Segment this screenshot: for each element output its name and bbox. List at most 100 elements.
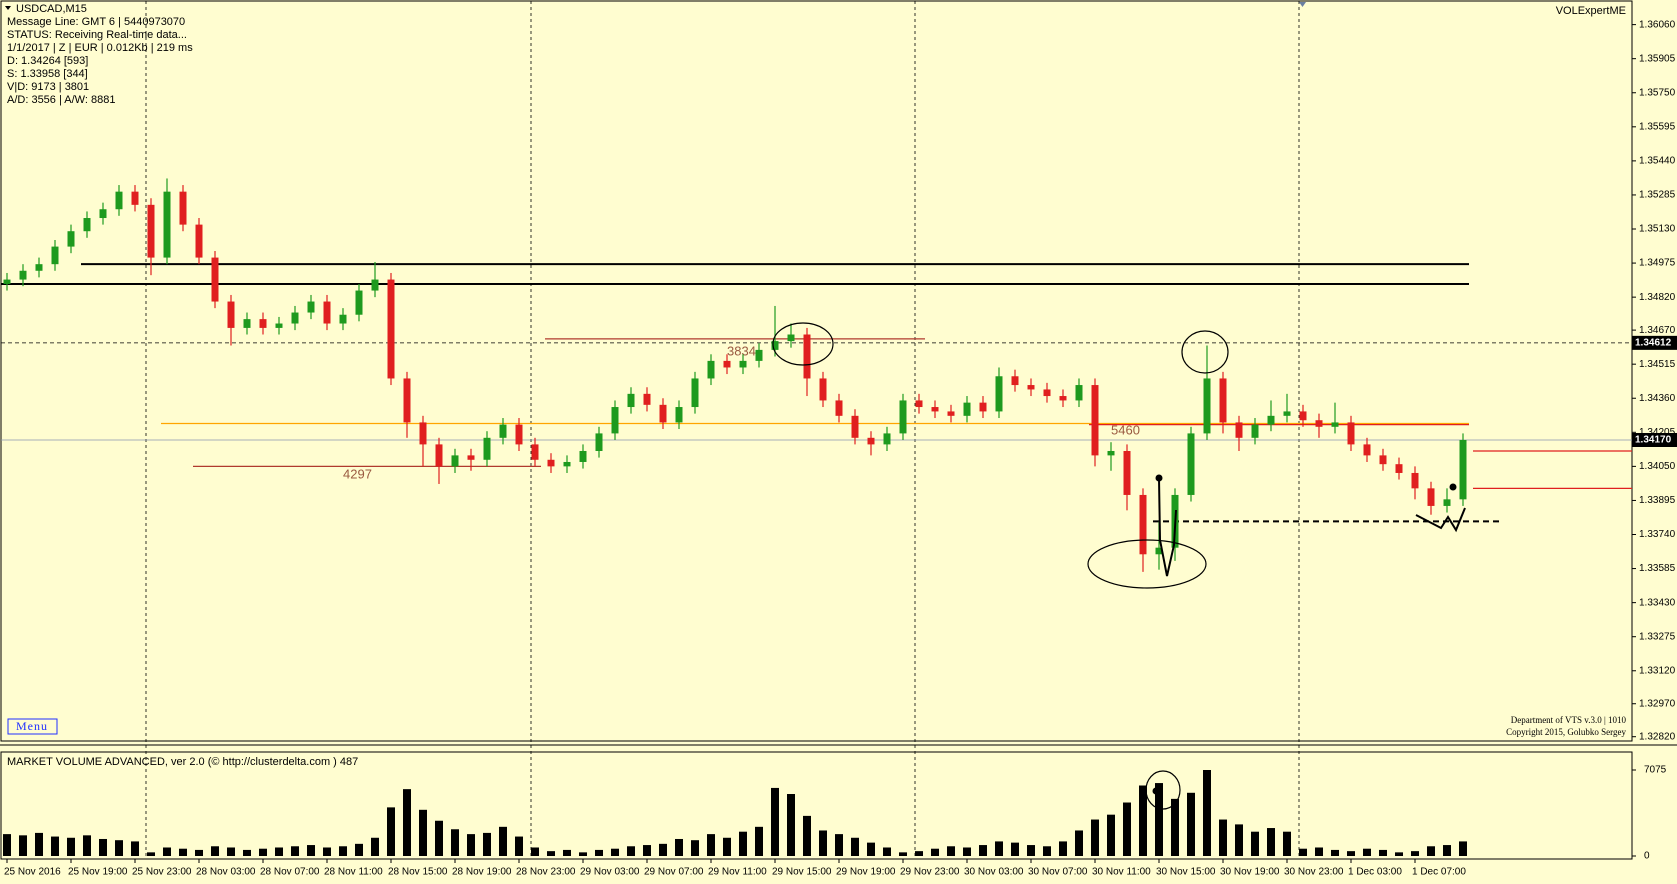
x-tick-label: 29 Nov 15:00 [772,867,832,878]
volume-bar [1347,851,1355,856]
candle-body [387,279,395,379]
candle-body [51,246,59,265]
price-badge [1632,433,1677,447]
candle-body [19,270,27,280]
volume-bar [1251,831,1259,856]
candle-body [35,264,43,271]
candle-body [771,341,779,350]
x-tick-label: 29 Nov 11:00 [708,867,767,878]
y-tick-label: 1.34670 [1639,325,1676,336]
volume-bar [115,840,123,856]
candle-body [1251,424,1259,438]
poc-label: 4297 [343,467,372,482]
candle-body [1059,396,1067,401]
menu-label[interactable]: Menu [16,719,48,733]
candle-body [1155,547,1163,555]
candle-body [979,402,987,412]
volume-bar [995,841,1003,856]
candle-body [867,437,875,445]
volume-bar [35,832,43,856]
volume-bar [1155,783,1163,856]
volume-bar [291,846,299,856]
candle-body [435,444,443,467]
volume-tick-label: 0 [1644,851,1650,862]
volume-bar [1203,770,1211,856]
candle-body [1075,385,1083,401]
volume-bar [1027,845,1035,856]
annotation-circle [1181,330,1229,374]
annotation-dot [1155,474,1163,482]
volume-bar [723,837,731,856]
candle-body [723,360,731,368]
candle-body [1299,411,1307,421]
candle-body [531,444,539,460]
volume-bar [243,849,251,856]
volume-bar [83,835,91,856]
volume-bar [979,845,987,856]
candle-body [627,393,635,408]
candle-body [67,231,75,247]
annotation-dot [1449,483,1457,491]
price-badge-label: 1.34612 [1635,337,1672,348]
candle-body [99,209,107,219]
candle-body [1091,385,1099,456]
volume-bar [1187,792,1195,856]
y-tick-label: 1.34975 [1639,258,1676,269]
period-marker [1299,2,1306,7]
volume-bar [883,847,891,856]
candle-body [707,360,715,379]
x-tick-label: 30 Nov 03:00 [964,867,1024,878]
y-tick-label: 1.33740 [1639,529,1676,540]
candle-body [1379,455,1387,465]
volume-bar [659,843,667,856]
candle-body [3,279,11,284]
volume-bar [275,847,283,856]
candle-body [1347,422,1355,445]
x-tick-label: 30 Nov 11:00 [1092,867,1151,878]
candle-body [1395,464,1403,473]
candle-body [499,424,507,438]
candle-body [1267,415,1275,425]
candle-body [339,314,347,324]
candle-body [1123,450,1131,495]
candle-body [115,191,123,210]
volume-tick-label: 7075 [1644,765,1667,776]
symbol-title: USDCAD,M15 [16,3,87,15]
volume-bar [931,848,939,856]
candle-body [163,191,171,258]
volume-bar [131,841,139,856]
candle-body [643,393,651,405]
candle-body [1011,376,1019,386]
volume-bar [467,834,475,856]
candle-body [419,422,427,445]
volume-bar [691,840,699,856]
x-tick-label: 28 Nov 19:00 [452,867,512,878]
x-tick-label: 28 Nov 03:00 [196,867,256,878]
candle-body [1315,420,1323,427]
candle-body [611,407,619,434]
volume-bar [739,831,747,856]
footer-line: Copyright 2015, Golubko Sergey [1506,727,1626,737]
candle-body [323,301,331,324]
y-tick-label: 1.33430 [1639,597,1676,608]
candle-body [931,407,939,412]
y-tick-label: 1.34515 [1639,359,1676,370]
poc-label: 5460 [1111,423,1140,438]
volume-bar [499,826,507,856]
x-tick-label: 28 Nov 15:00 [388,867,448,878]
candle-body [883,433,891,445]
candle-body [547,459,555,467]
y-tick-label: 1.34820 [1639,292,1676,303]
candle-body [595,433,603,451]
volume-title: MARKET VOLUME ADVANCED, ver 2.0 (© http:… [7,756,358,768]
volume-bar [1043,846,1051,856]
candle-body [1427,488,1435,506]
volume-bar [371,837,379,856]
menu-button[interactable] [7,718,58,735]
info-panel: Message Line: GMT 6 | 5440973070STATUS: … [7,16,193,106]
candle-body [1283,411,1291,416]
volume-bar [1443,845,1451,856]
volume-bar [1059,841,1067,856]
